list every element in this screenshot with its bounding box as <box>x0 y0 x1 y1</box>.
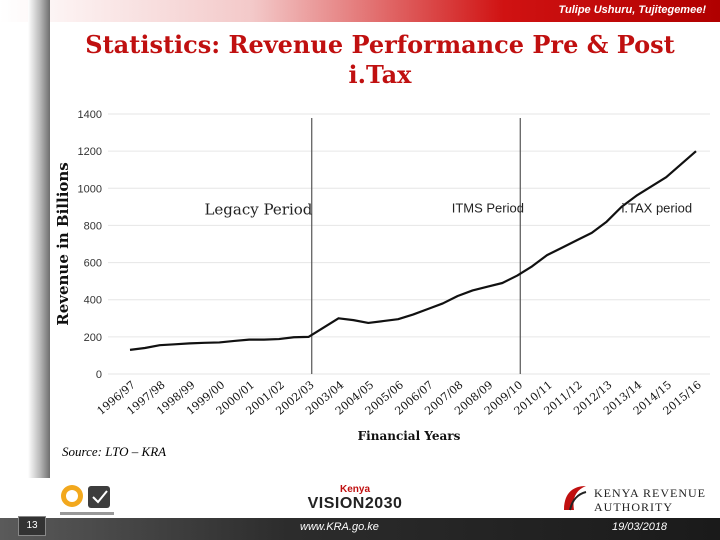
x-axis-label: Financial Years <box>358 429 461 443</box>
source-note: Source: LTO – KRA <box>62 444 167 459</box>
title-line-1: Statistics: Revenue Performance Pre & Po… <box>85 30 675 59</box>
org-line-2: AUTHORITY <box>594 500 673 514</box>
kra-emblem-icon <box>564 486 587 511</box>
slogan: Tulipe Ushuru, Tujitegemee! <box>558 4 706 16</box>
period-annotation: Legacy Period <box>204 201 312 219</box>
revenue-line-chart: 02004006008001000120014001996/971997/981… <box>54 109 710 443</box>
vision-prefix: Kenya <box>339 484 370 495</box>
sidebar-decoration <box>28 0 50 500</box>
revenue-series-line <box>129 150 697 351</box>
y-tick-label: 1200 <box>78 146 102 158</box>
y-tick-label: 800 <box>84 220 102 232</box>
y-tick-label: 200 <box>84 332 102 344</box>
y-tick-label: 0 <box>96 369 102 381</box>
y-tick-label: 1000 <box>78 183 102 195</box>
footer-logos <box>0 478 720 518</box>
period-annotation: ITMS Period <box>452 201 524 216</box>
title-line-2: i.Tax <box>348 60 412 89</box>
period-annotation: i.TAX period <box>622 201 693 216</box>
certification-badges-icon <box>60 485 114 515</box>
y-tick-label: 600 <box>84 258 102 270</box>
kra-logo: KENYA REVENUE AUTHORITY <box>560 482 710 516</box>
y-tick-label: 1400 <box>78 109 102 121</box>
slide-title: Statistics: Revenue Performance Pre & Po… <box>60 30 700 90</box>
page-number: 13 <box>18 516 46 536</box>
org-line-1: KENYA REVENUE <box>594 486 706 500</box>
slide-date: 19/03/2018 <box>612 521 668 533</box>
top-banner: Tulipe Ushuru, Tujitegemee! <box>0 0 720 22</box>
website-link[interactable]: www.KRA.go.ke <box>300 521 379 533</box>
bottom-bar <box>0 518 720 540</box>
y-axis-label: Revenue in Billions <box>54 162 72 326</box>
vision-text: VISION2030 <box>307 495 403 512</box>
y-tick-label: 400 <box>84 295 102 307</box>
vision-2030-logo: Kenya VISION2030 <box>300 484 410 516</box>
